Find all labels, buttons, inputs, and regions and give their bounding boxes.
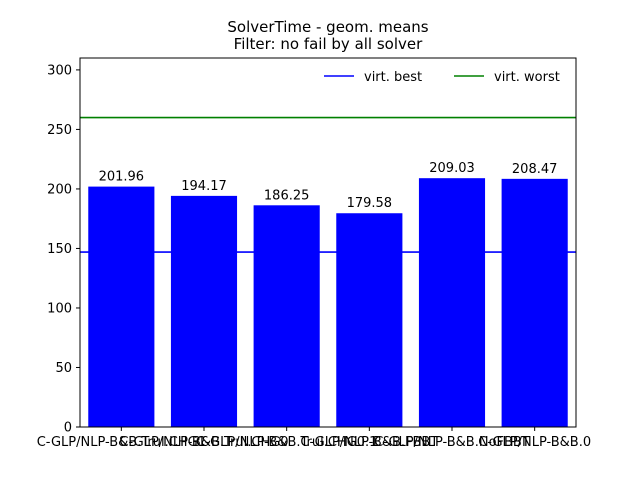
y-tick-label: 200: [47, 182, 72, 197]
bar-value-label: 201.96: [99, 170, 145, 185]
bar-value-label: 208.47: [512, 162, 558, 177]
chart-subtitle: Filter: no fail by all solver: [234, 35, 423, 53]
x-tick-label: C-GLP/NLP-B&B.Trul.CHG0.1: [196, 435, 378, 450]
y-tick-label: 50: [55, 361, 72, 376]
bar: [418, 178, 486, 427]
bar-value-label: 209.03: [429, 161, 475, 176]
plot-area: 201.96 194.17 186.25 179.58 209.03 208.47 0 50 1…: [37, 57, 591, 450]
axes-frame: [79, 57, 577, 428]
bar-value-label: 186.25: [264, 188, 310, 203]
y-tick-label: 0: [64, 421, 72, 436]
y-tick-label: 250: [47, 123, 72, 138]
bar: [253, 205, 320, 427]
bar: [88, 186, 155, 427]
legend-label: virt. worst: [494, 70, 560, 85]
bar-value-label: 179.58: [347, 196, 393, 211]
bar-value-label: 194.17: [181, 179, 227, 194]
x-tick-label: C-GLP/NLP-B&B.Trul.CHG0: [119, 435, 288, 450]
bar: [336, 213, 403, 427]
x-tick-label: C-GLP/NLP-B&B.0: [478, 435, 591, 450]
y-tick-label: 150: [47, 242, 72, 257]
x-tick-label: C-GLP/NLP-B&B.FBBT: [300, 435, 438, 450]
bar: [501, 178, 568, 427]
x-tick-label: C-GLP/NLP-B&B.NoFBBT: [374, 435, 530, 450]
y-tick-label: 300: [47, 63, 72, 78]
y-tick-label: 100: [47, 301, 72, 316]
legend-label: virt. best: [364, 70, 422, 85]
bar: [170, 195, 238, 427]
chart-title: SolverTime - geom. means: [227, 18, 428, 36]
x-tick-label: C-GLP/NLP-B&B.Trul.CHG1: [37, 435, 206, 450]
